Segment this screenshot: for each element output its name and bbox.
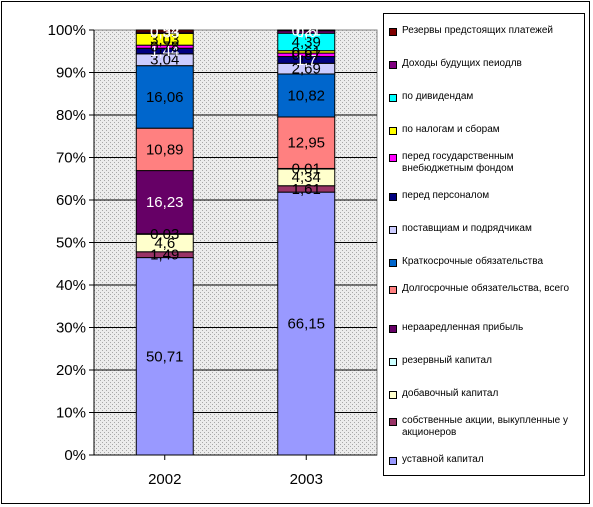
y-tick-label: 70%	[56, 150, 86, 167]
bars	[135, 29, 336, 456]
legend-item: уставной капитал	[389, 454, 581, 466]
data-label: 12,95	[287, 135, 325, 152]
legend-item: резервный капитал	[389, 355, 581, 367]
legend-swatch	[389, 358, 397, 367]
data-label: 0,21	[292, 22, 321, 39]
legend-label: собственные акции, выкупленные у акционе…	[402, 415, 568, 439]
legend-label: Доходы будущих пеиодлв	[402, 57, 522, 69]
data-label: 3,04	[150, 52, 179, 69]
bar-segment	[277, 116, 336, 169]
data-label: 0,33	[150, 25, 179, 42]
data-label: 66,15	[287, 316, 325, 333]
data-label: 1,44	[150, 43, 179, 60]
data-label: 10,82	[287, 87, 325, 104]
legend-swatch	[389, 60, 397, 69]
legend-swatch	[389, 259, 397, 268]
data-label: 50,71	[146, 348, 184, 365]
legend-item: перед государственным внебюджетным фондо…	[389, 151, 581, 175]
legend-swatch	[389, 93, 397, 102]
data-label: 0,01	[292, 160, 321, 177]
legend-item: Долгосрочные обязательства, всего	[389, 283, 581, 295]
legend-item: по дивидендам	[389, 91, 581, 103]
legend-label: по дивидендам	[402, 90, 474, 102]
legend-label: перед государственным внебюджетным фондо…	[402, 150, 514, 174]
legend-swatch	[389, 126, 397, 135]
data-label: 16,23	[146, 194, 184, 211]
data-label: 4,39	[292, 34, 321, 51]
legend-item: собственные акции, выкупленные у акционе…	[389, 415, 581, 439]
data-label: 0,61	[292, 44, 321, 61]
data-label: 10,89	[146, 141, 184, 158]
legend-item: перед персоналом	[389, 190, 581, 202]
data-label: 1,7	[296, 52, 317, 69]
x-tick-label: 2002	[148, 471, 181, 488]
data-label: 4,34	[292, 169, 321, 186]
legend-swatch	[389, 457, 397, 466]
legend-label: Краткосрочные обязательства	[402, 256, 544, 268]
legend-label: по налогам и сборам	[402, 123, 500, 135]
y-tick-label: 90%	[56, 65, 86, 82]
data-label: 3,03	[150, 31, 179, 48]
y-tick-label: 50%	[56, 235, 86, 252]
legend-item: добавочный капитал	[389, 388, 581, 400]
y-tick-label: 80%	[56, 107, 86, 124]
data-label: 0,54	[150, 23, 179, 40]
legend-label: добавочный капитал	[402, 388, 499, 400]
legend-swatch	[389, 225, 397, 234]
axes: 0% 10% 20% 30% 40% 50% 60% 70% 80% 90% 100% 2002 200…	[48, 22, 377, 488]
bar-segment	[135, 170, 194, 235]
y-tick-label: 60%	[56, 192, 86, 209]
legend-swatch	[389, 153, 397, 162]
legend-swatch	[389, 325, 397, 334]
legend: Резервы предстоящих платежей Доходы будущ…	[383, 13, 585, 476]
data-label: 1,61	[292, 181, 321, 198]
y-tick-label: 10%	[56, 405, 86, 422]
y-tick-label: 30%	[56, 320, 86, 337]
legend-item: по налогам и сборам	[389, 124, 581, 136]
legend-label: поставщиам и подрядчикам	[402, 222, 532, 234]
legend-item: Краткосрочные обязательства	[389, 256, 581, 268]
legend-swatch	[389, 27, 397, 36]
data-labels: 50,711,494,60,0316,2310,8916,063,041,440…	[146, 22, 325, 365]
legend-label: Резервы предстоящих платежей	[402, 24, 553, 36]
data-label: 0,03	[150, 226, 179, 243]
y-tick-label: 100%	[48, 22, 86, 39]
legend-item: Доходы будущих пеиодлв	[389, 58, 581, 70]
legend-swatch	[389, 391, 397, 400]
legend-item: Резервы предстоящих платежей	[389, 25, 581, 37]
legend-item: поставщиам и подрядчикам	[389, 223, 581, 235]
legend-swatch	[389, 418, 397, 427]
bar-segment	[277, 29, 336, 32]
y-tick-label: 0%	[64, 447, 86, 464]
legend-swatch	[389, 286, 397, 295]
y-tick-label: 40%	[56, 277, 86, 294]
legend-label: уставной капитал	[402, 454, 484, 466]
legend-label: нерааредленная прибыль	[402, 322, 524, 334]
bar-segment	[135, 29, 194, 33]
data-label: 0,78	[150, 39, 179, 56]
legend-label: Долгосрочные обязательства, всего	[402, 283, 570, 295]
data-label: 1,49	[150, 247, 179, 264]
legend-swatch	[389, 192, 397, 201]
x-tick-label: 2003	[290, 471, 323, 488]
data-label: 16,06	[146, 89, 184, 106]
data-label: 0,87	[292, 47, 321, 64]
data-label: 2,69	[292, 61, 321, 78]
data-label: 4,6	[154, 235, 175, 252]
legend-label: резервный капитал	[402, 355, 492, 367]
legend-label: перед персоналом	[402, 189, 490, 201]
legend-item: нерааредленная прибыль	[389, 322, 581, 334]
bar-segment	[277, 191, 336, 456]
y-tick-label: 20%	[56, 362, 86, 379]
data-label: 0,6	[296, 24, 317, 41]
